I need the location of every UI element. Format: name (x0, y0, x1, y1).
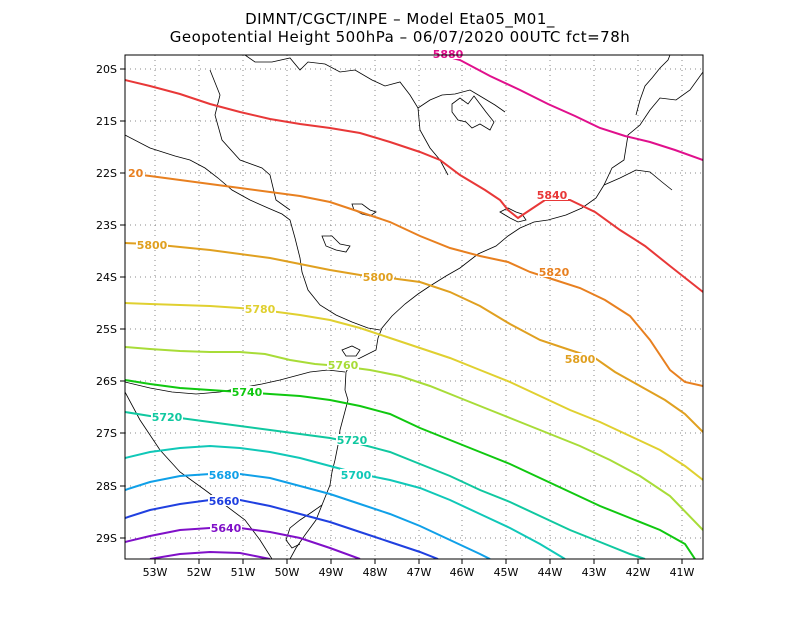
lon-label: 49W (319, 566, 344, 579)
state-border-5 (244, 55, 449, 176)
lon-label: 44W (538, 566, 563, 579)
contour-label-5780: 5780 (245, 303, 276, 316)
lat-label: 29S (96, 532, 117, 545)
lat-label: 25S (96, 323, 117, 336)
contour-label-5760: 5760 (328, 359, 359, 372)
lon-label: 47W (407, 566, 432, 579)
lon-label: 41W (670, 566, 695, 579)
lon-label: 51W (231, 566, 256, 579)
lat-label: 27S (96, 427, 117, 440)
contour-label-5800-west: 5800 (137, 239, 168, 252)
lon-label: 52W (187, 566, 212, 579)
lon-label: 50W (275, 566, 300, 579)
lat-label: 23S (96, 219, 117, 232)
atlantic-coastline (289, 71, 703, 559)
reservoir-2 (321, 235, 351, 253)
lon-label: 43W (582, 566, 607, 579)
contour-5800 (125, 242, 703, 433)
contour-label-5740: 5740 (232, 386, 263, 399)
lon-label: 42W (626, 566, 651, 579)
contour-label-5700: 5700 (341, 469, 372, 482)
contour-5680 (125, 473, 491, 559)
lon-label: 53W (143, 566, 168, 579)
lat-label: 26S (96, 375, 117, 388)
title-line-2: Geopotential Height 500hPa – 06/07/2020 … (170, 28, 631, 46)
contour-label-5720-west: 5720 (152, 411, 183, 424)
reservoir-4 (341, 345, 361, 357)
lat-label: 20S (96, 63, 117, 76)
contour-label-5800-east: 5800 (565, 353, 596, 366)
contour-5760 (125, 346, 703, 531)
tick-marks (120, 68, 683, 564)
contour-label-5640: 5640 (211, 522, 242, 535)
contour-5660 (125, 499, 439, 559)
reservoir-5 (499, 207, 527, 223)
contour-label-5720-center: 5720 (337, 434, 368, 447)
contour-label-5660: 5660 (209, 495, 240, 508)
lon-label: 46W (450, 566, 475, 579)
plot-frame (124, 54, 704, 560)
lagoon-coast (285, 504, 323, 549)
reservoir-1 (451, 95, 495, 131)
contour-5840 (125, 79, 703, 293)
contour-label-5820: 5820 (539, 266, 570, 279)
title-line-1: DIMNT/CGCT/INPE – Model Eta05_M01_ (245, 10, 555, 29)
lon-label: 45W (494, 566, 519, 579)
contour-labels: 5880 5840 20 5820 5800 5800 5800 5780 57… (125, 48, 596, 535)
state-border-7 (635, 55, 671, 116)
state-border-8 (603, 169, 673, 191)
contour-5720 (125, 411, 646, 559)
latitude-labels: 20S 21S 22S 23S 24S 25S 26S 27S 28S 29S (96, 63, 117, 545)
contour-5780 (125, 302, 703, 481)
state-border-6 (417, 89, 506, 113)
contour-label-5840: 5840 (537, 189, 568, 202)
lat-label: 28S (96, 480, 117, 493)
lat-label: 22S (96, 167, 117, 180)
contour-label-5800-center: 5800 (363, 271, 394, 284)
contour-label-5680: 5680 (209, 469, 240, 482)
contour-5740 (125, 379, 696, 559)
lon-label: 48W (363, 566, 388, 579)
lat-label: 21S (96, 115, 117, 128)
contour-5820 (125, 172, 703, 387)
longitude-labels: 53W 52W 51W 50W 49W 48W 47W 46W 45W 44W … (143, 566, 695, 579)
lat-label: 24S (96, 271, 117, 284)
contour-5880 (437, 55, 703, 161)
state-border-1 (125, 134, 381, 331)
contour-5620 (149, 550, 271, 559)
contour-label-20: 20 (128, 167, 144, 180)
state-border-3 (125, 391, 273, 559)
contour-lines (125, 55, 703, 559)
